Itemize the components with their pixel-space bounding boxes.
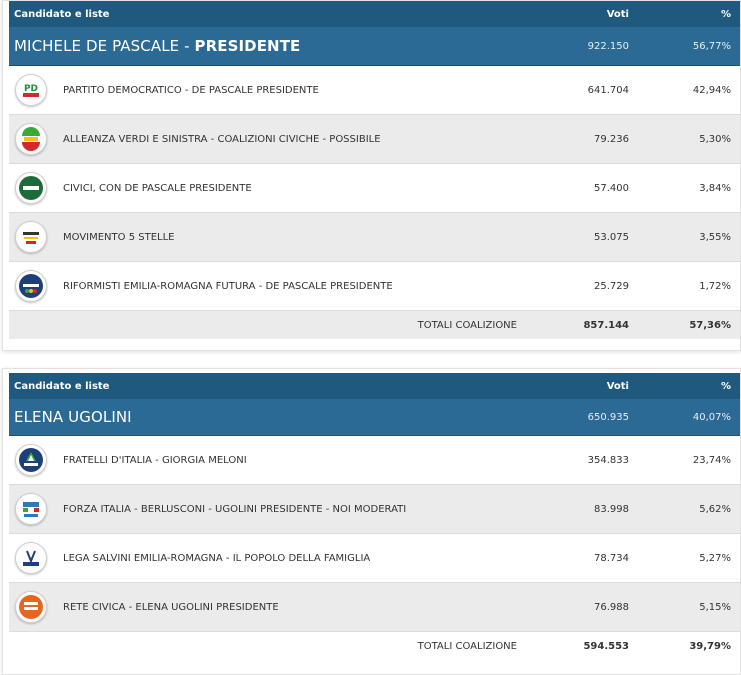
list-row[interactable]: CIVICI, CON DE PASCALE PRESIDENTE 57.400… — [9, 164, 740, 213]
svg-text:PD: PD — [24, 84, 38, 94]
list-row[interactable]: RIFORMISTI EMILIA-ROMAGNA FUTURA - DE PA… — [9, 262, 740, 311]
total-label: TOTALI COALIZIONE — [417, 640, 517, 652]
list-row[interactable]: MOVIMENTO 5 STELLE 53.075 3,55% — [9, 213, 740, 262]
rete-civica-logo-icon — [15, 591, 47, 623]
list-row[interactable]: LEGA SALVINI EMILIA-ROMAGNA - IL POPOLO … — [9, 534, 740, 583]
list-votes: 57.400 — [594, 182, 629, 194]
list-name: FORZA ITALIA - BERLUSCONI - UGOLINI PRES… — [63, 503, 407, 515]
header-candidate-lists: Candidato e liste — [14, 380, 110, 392]
list-row[interactable]: PD PARTITO DEMOCRATICO - DE PASCALE PRES… — [9, 66, 740, 115]
list-votes: 641.704 — [587, 84, 629, 96]
candidate-votes: 922.150 — [587, 40, 629, 52]
coalition-table: Candidato e liste Voti % MICHELE DE PASC… — [9, 1, 740, 339]
m5s-logo-icon — [15, 221, 47, 253]
list-name: ALLEANZA VERDI E SINISTRA - COALIZIONI C… — [63, 133, 381, 145]
list-row[interactable]: RETE CIVICA - ELENA UGOLINI PRESIDENTE 7… — [9, 583, 740, 632]
list-name: FRATELLI D'ITALIA - GIORGIA MELONI — [63, 454, 247, 466]
forza-italia-logo-icon — [15, 493, 47, 525]
list-row[interactable]: ALLEANZA VERDI E SINISTRA - COALIZIONI C… — [9, 115, 740, 164]
list-percent: 5,30% — [699, 133, 731, 145]
fdi-logo-icon — [15, 444, 47, 476]
coalition-total-row: TOTALI COALIZIONE 857.144 57,36% — [9, 311, 740, 339]
coalition-total-row: TOTALI COALIZIONE 594.553 39,79% — [9, 632, 740, 660]
candidate-name: MICHELE DE PASCALE - PRESIDENTE — [14, 37, 301, 55]
total-label: TOTALI COALIZIONE — [417, 319, 517, 331]
list-name: CIVICI, CON DE PASCALE PRESIDENTE — [63, 182, 252, 194]
list-percent: 42,94% — [692, 84, 731, 96]
list-votes: 53.075 — [594, 231, 629, 243]
lega-logo-icon — [15, 542, 47, 574]
list-percent: 5,62% — [699, 503, 731, 515]
candidate-percent: 40,07% — [692, 411, 731, 423]
list-name: RETE CIVICA - ELENA UGOLINI PRESIDENTE — [63, 601, 279, 613]
avs-logo-icon — [15, 123, 47, 155]
total-votes: 594.553 — [583, 640, 629, 652]
coalition-card-ugolini: Candidato e liste Voti % ELENA UGOLINI 6… — [2, 368, 741, 675]
list-name: RIFORMISTI EMILIA-ROMAGNA FUTURA - DE PA… — [63, 280, 393, 292]
coalition-table: Candidato e liste Voti % ELENA UGOLINI 6… — [9, 373, 740, 660]
list-name: PARTITO DEMOCRATICO - DE PASCALE PRESIDE… — [63, 84, 319, 96]
futura-logo-icon — [15, 270, 47, 302]
candidate-row[interactable]: ELENA UGOLINI 650.935 40,07% — [9, 399, 740, 436]
header-votes: Voti — [606, 8, 629, 20]
civici-logo-icon — [15, 172, 47, 204]
total-votes: 857.144 — [583, 319, 629, 331]
candidate-role: PRESIDENTE — [194, 37, 301, 55]
list-percent: 23,74% — [692, 454, 731, 466]
list-name: MOVIMENTO 5 STELLE — [63, 231, 175, 243]
candidate-name: ELENA UGOLINI — [14, 408, 132, 426]
list-percent: 5,15% — [699, 601, 731, 613]
list-percent: 5,27% — [699, 552, 731, 564]
list-votes: 76.988 — [594, 601, 629, 613]
list-name: LEGA SALVINI EMILIA-ROMAGNA - IL POPOLO … — [63, 552, 371, 564]
list-votes: 83.998 — [594, 503, 629, 515]
list-percent: 3,55% — [699, 231, 731, 243]
header-votes: Voti — [606, 380, 629, 392]
list-votes: 354.833 — [587, 454, 629, 466]
header-percent: % — [720, 8, 731, 20]
candidate-votes: 650.935 — [587, 411, 629, 423]
table-header: Candidato e liste Voti % — [9, 373, 740, 399]
coalition-card-de-pascale: Candidato e liste Voti % MICHELE DE PASC… — [2, 0, 741, 351]
header-candidate-lists: Candidato e liste — [14, 8, 110, 20]
list-percent: 1,72% — [699, 280, 731, 292]
pd-logo-icon: PD — [15, 74, 47, 106]
table-header: Candidato e liste Voti % — [9, 1, 740, 27]
total-percent: 57,36% — [689, 319, 731, 331]
candidate-row[interactable]: MICHELE DE PASCALE - PRESIDENTE 922.150 … — [9, 27, 740, 66]
total-percent: 39,79% — [689, 640, 731, 652]
list-votes: 25.729 — [594, 280, 629, 292]
candidate-percent: 56,77% — [692, 40, 731, 52]
list-row[interactable]: FORZA ITALIA - BERLUSCONI - UGOLINI PRES… — [9, 485, 740, 534]
list-row[interactable]: FRATELLI D'ITALIA - GIORGIA MELONI 354.8… — [9, 436, 740, 485]
list-votes: 78.734 — [594, 552, 629, 564]
list-percent: 3,84% — [699, 182, 731, 194]
header-percent: % — [720, 380, 731, 392]
list-votes: 79.236 — [594, 133, 629, 145]
